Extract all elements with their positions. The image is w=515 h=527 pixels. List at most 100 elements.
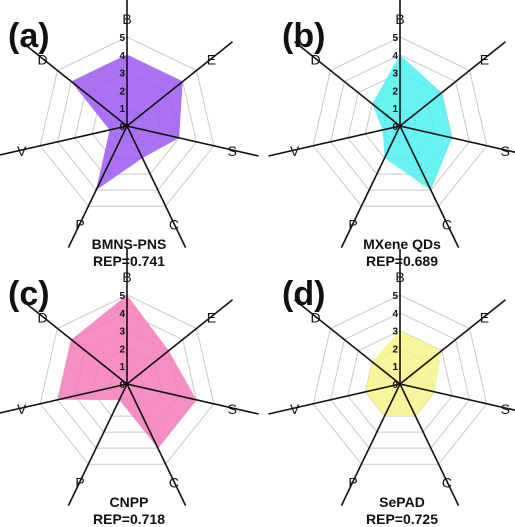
axis-label-P: P bbox=[75, 474, 84, 490]
grid-ring bbox=[347, 330, 453, 433]
r-tick-label: 0 bbox=[392, 380, 398, 391]
panel-label: (c) bbox=[8, 275, 50, 313]
axis-spoke bbox=[126, 383, 187, 506]
panel-label: (a) bbox=[8, 17, 50, 55]
axis-spoke bbox=[294, 41, 401, 127]
r-tick-label: 3 bbox=[119, 327, 125, 338]
axis-label-S: S bbox=[228, 401, 237, 417]
grid-ring bbox=[312, 36, 488, 207]
axis-spoke bbox=[399, 383, 515, 412]
axis-label-B: B bbox=[122, 269, 131, 285]
axis-spoke bbox=[67, 383, 128, 506]
r-tick-label: 3 bbox=[119, 69, 125, 80]
r-tick-label: 2 bbox=[119, 344, 125, 355]
grid-ring bbox=[312, 294, 488, 465]
r-tick-label: 1 bbox=[119, 362, 125, 373]
axis-spoke bbox=[399, 383, 460, 506]
r-tick-label: 1 bbox=[392, 104, 398, 115]
axis-spoke bbox=[126, 125, 259, 157]
grid-ring bbox=[39, 294, 215, 465]
axis-label-B: B bbox=[395, 269, 404, 285]
axis-spoke bbox=[268, 383, 401, 415]
method-name: MXene QDs bbox=[363, 236, 441, 252]
data-area bbox=[372, 54, 453, 191]
axis-label-C: C bbox=[169, 216, 179, 232]
axis-label-B: B bbox=[122, 11, 131, 27]
rep-score: REP=0.725 bbox=[366, 511, 438, 527]
grid-ring bbox=[330, 312, 470, 449]
axis-spoke bbox=[294, 299, 401, 385]
axis-spoke bbox=[0, 383, 128, 414]
r-tick-label: 1 bbox=[392, 362, 398, 373]
axis-spoke bbox=[21, 41, 128, 127]
r-tick-label: 4 bbox=[119, 309, 125, 320]
axis-spoke bbox=[340, 383, 401, 506]
axis-spoke bbox=[21, 299, 128, 385]
axis-spoke bbox=[0, 125, 128, 156]
r-tick-label: 5 bbox=[392, 33, 398, 44]
axis-label-D: D bbox=[38, 310, 48, 326]
data-area bbox=[365, 330, 442, 417]
axis-label-P: P bbox=[348, 474, 357, 490]
grid-ring bbox=[347, 72, 453, 175]
axis-label-P: P bbox=[75, 216, 84, 232]
method-name: SePAD bbox=[379, 494, 425, 510]
axis-label-E: E bbox=[207, 310, 216, 326]
rep-score: REP=0.689 bbox=[366, 253, 438, 269]
r-tick-label: 1 bbox=[119, 104, 125, 115]
r-tick-label: 2 bbox=[119, 86, 125, 97]
axis-spoke bbox=[67, 125, 128, 248]
r-tick-label: 3 bbox=[392, 69, 398, 80]
panel-label: (d) bbox=[282, 275, 325, 313]
grid-ring bbox=[39, 36, 215, 207]
axis-label-S: S bbox=[228, 143, 237, 159]
axis-spoke bbox=[340, 125, 401, 248]
grid-ring bbox=[330, 54, 470, 191]
axis-label-P: P bbox=[348, 216, 357, 232]
method-name: BMNS-PNS bbox=[92, 236, 167, 252]
r-tick-label: 2 bbox=[392, 344, 398, 355]
axis-label-D: D bbox=[38, 52, 48, 68]
axis-label-E: E bbox=[207, 52, 216, 68]
axis-spoke bbox=[399, 299, 506, 385]
axis-spoke bbox=[126, 41, 233, 127]
r-tick-label: 4 bbox=[119, 51, 125, 62]
r-tick-label: 4 bbox=[392, 51, 398, 62]
axis-label-E: E bbox=[480, 52, 489, 68]
axis-spoke bbox=[399, 125, 515, 154]
axis-label-S: S bbox=[501, 401, 510, 417]
axis-label-V: V bbox=[290, 143, 300, 159]
axis-spoke bbox=[399, 125, 460, 248]
r-tick-label: 0 bbox=[119, 122, 125, 133]
axis-spoke bbox=[399, 41, 506, 127]
axis-spoke bbox=[126, 383, 259, 415]
method-name: CNPP bbox=[110, 494, 149, 510]
axis-label-V: V bbox=[290, 401, 300, 417]
rep-score: REP=0.718 bbox=[93, 511, 165, 527]
r-tick-label: 5 bbox=[119, 291, 125, 302]
axis-label-S: S bbox=[501, 143, 510, 159]
axis-label-C: C bbox=[169, 474, 179, 490]
rep-score: REP=0.741 bbox=[93, 253, 165, 269]
r-tick-label: 0 bbox=[119, 380, 125, 391]
axis-label-V: V bbox=[17, 401, 27, 417]
axis-label-C: C bbox=[442, 216, 452, 232]
axis-label-C: C bbox=[442, 474, 452, 490]
r-tick-label: 5 bbox=[392, 291, 398, 302]
axis-label-D: D bbox=[311, 310, 321, 326]
r-tick-label: 3 bbox=[392, 327, 398, 338]
r-tick-label: 4 bbox=[392, 309, 398, 320]
axis-label-V: V bbox=[17, 143, 27, 159]
r-tick-label: 5 bbox=[119, 33, 125, 44]
panel-label: (b) bbox=[282, 17, 325, 55]
axis-spoke bbox=[268, 125, 401, 157]
r-tick-label: 2 bbox=[392, 86, 398, 97]
axis-spoke bbox=[126, 125, 187, 248]
r-tick-label: 0 bbox=[392, 122, 398, 133]
axis-label-B: B bbox=[395, 11, 404, 27]
